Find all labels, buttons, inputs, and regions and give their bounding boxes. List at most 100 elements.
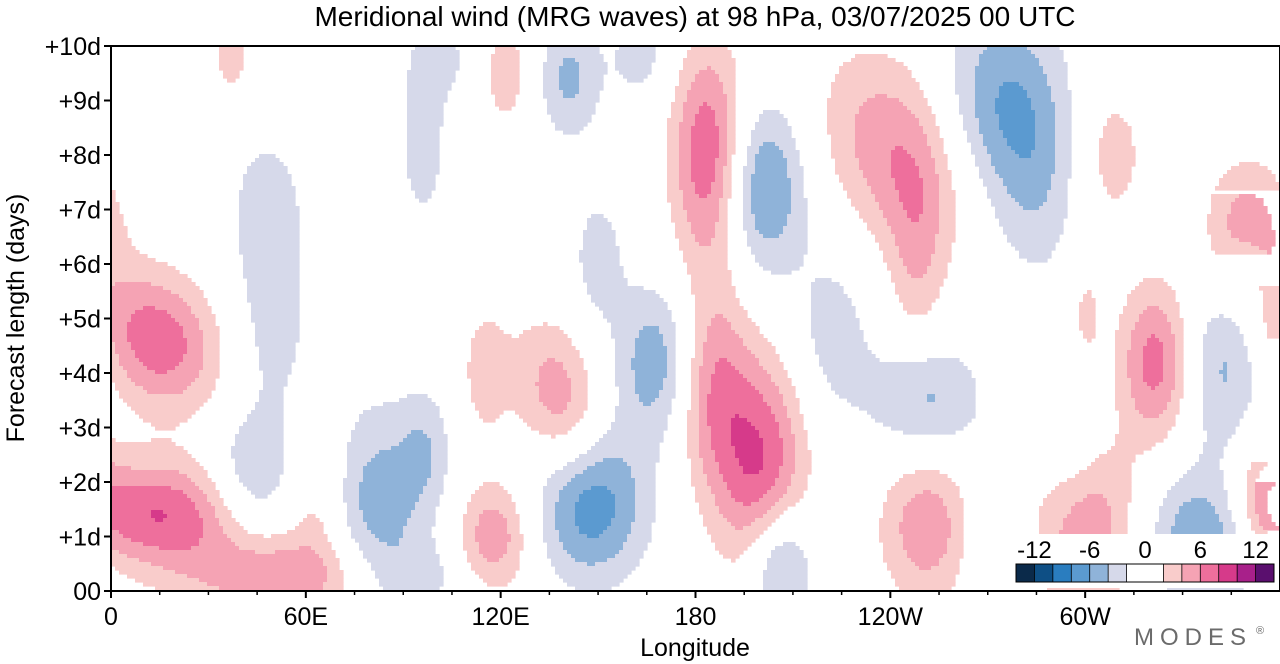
- contour-cell: [899, 246, 936, 251]
- contour-cell: [111, 286, 164, 291]
- contour-cell: [695, 78, 720, 83]
- contour-cell: [479, 546, 508, 551]
- contour-cell: [143, 542, 200, 547]
- contour-cell: [615, 350, 636, 355]
- contour-cell: [887, 262, 904, 267]
- contour-cell: [1031, 50, 1064, 55]
- contour-cell: [615, 506, 636, 511]
- contour-cell: [315, 550, 336, 555]
- contour-cell: [1231, 206, 1268, 211]
- contour-cell: [699, 70, 716, 75]
- contour-cell: [111, 498, 192, 503]
- contour-cell: [831, 90, 924, 95]
- contour-cell: [719, 150, 728, 155]
- contour-cell: [1175, 378, 1184, 383]
- contour-cell: [615, 366, 632, 371]
- contour-cell: [523, 330, 564, 335]
- contour-cell: [711, 382, 752, 387]
- contour-cell: [667, 166, 680, 171]
- contour-cell: [663, 378, 676, 383]
- contour-cell: [175, 570, 328, 575]
- contour-cell: [347, 474, 364, 479]
- contour-cell: [127, 370, 156, 375]
- contour-cell: [719, 130, 728, 135]
- contour-cell: [691, 286, 736, 291]
- contour-cell: [1255, 502, 1268, 507]
- contour-cell: [615, 54, 656, 59]
- contour-cell: [1207, 430, 1236, 435]
- contour-cell: [771, 378, 792, 383]
- contour-cell: [751, 206, 792, 211]
- contour-cell: [667, 370, 676, 375]
- contour-cell: [143, 306, 156, 311]
- contour-cell: [707, 474, 724, 479]
- contour-cell: [691, 478, 708, 483]
- contour-cell: [583, 266, 624, 271]
- contour-cell: [755, 254, 804, 259]
- contour-cell: [687, 50, 732, 55]
- contour-cell: [1159, 382, 1176, 387]
- contour-cell: [1175, 366, 1184, 371]
- contour-cell: [1163, 370, 1176, 375]
- x-tick-label: 120W: [858, 603, 924, 631]
- contour-cell: [995, 166, 1056, 171]
- contour-cell: [811, 302, 852, 307]
- contour-cell: [1175, 362, 1184, 367]
- contour-cell: [151, 438, 172, 443]
- contour-cell: [755, 170, 788, 175]
- modes-logo: MODES: [1134, 624, 1252, 651]
- contour-cell: [615, 414, 668, 419]
- contour-cell: [707, 414, 736, 419]
- contour-cell: [259, 398, 284, 403]
- contour-cell: [723, 190, 732, 195]
- contour-cell: [679, 134, 692, 139]
- contour-cell: [419, 494, 440, 499]
- contour-cell: [691, 282, 732, 287]
- contour-cell: [1127, 350, 1144, 355]
- contour-cell: [1251, 518, 1260, 523]
- contour-cell: [471, 498, 512, 503]
- contour-cell: [615, 362, 632, 367]
- contour-cell: [859, 158, 892, 163]
- contour-cell: [959, 98, 976, 103]
- contour-cell: [975, 162, 992, 167]
- contour-cell: [543, 538, 560, 543]
- contour-cell: [691, 474, 708, 479]
- contour-cell: [1079, 306, 1096, 311]
- contour-cell: [1247, 510, 1256, 515]
- contour-cell: [751, 190, 792, 195]
- contour-cell: [1143, 378, 1164, 383]
- contour-cell: [583, 490, 612, 495]
- contour-cell: [1051, 174, 1072, 179]
- contour-cell: [727, 150, 736, 155]
- contour-cell: [867, 178, 896, 183]
- contour-cell: [175, 366, 204, 371]
- contour-cell: [407, 170, 440, 175]
- contour-cell: [559, 78, 580, 83]
- contour-cell: [323, 562, 340, 567]
- contour-cell: [1143, 362, 1164, 367]
- contour-cell: [963, 118, 980, 123]
- contour-cell: [1115, 434, 1168, 439]
- contour-cell: [759, 434, 780, 439]
- contour-cell: [731, 442, 764, 447]
- contour-cell: [691, 146, 720, 151]
- contour-cell: [1203, 386, 1252, 391]
- y-tick-label: +3d: [59, 415, 101, 443]
- contour-cell: [251, 162, 284, 167]
- contour-cell: [219, 54, 244, 59]
- contour-cell: [703, 514, 724, 519]
- contour-cell: [703, 354, 756, 359]
- contour-cell: [667, 130, 680, 135]
- contour-cell: [835, 170, 864, 175]
- contour-cell: [1219, 370, 1228, 375]
- contour-cell: [1231, 210, 1268, 215]
- contour-cell: [587, 466, 632, 471]
- contour-cell: [1019, 254, 1052, 259]
- contour-cell: [883, 558, 912, 563]
- contour-cell: [411, 178, 436, 183]
- contour-cell: [883, 546, 904, 551]
- contour-cell: [691, 382, 700, 387]
- contour-cell: [871, 414, 976, 419]
- contour-cell: [463, 538, 476, 543]
